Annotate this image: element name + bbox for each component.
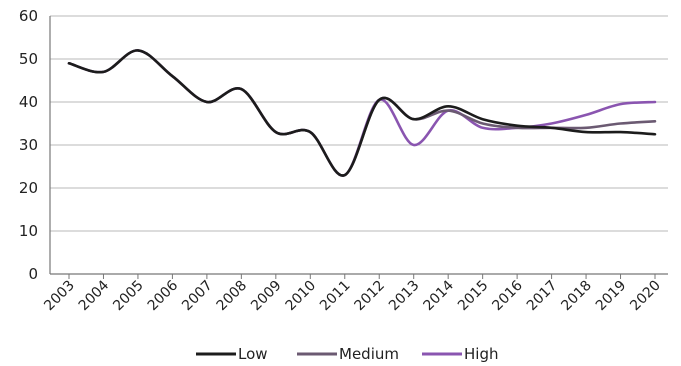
y-tick-label: 40 — [19, 93, 38, 111]
x-tick-label: 2012 — [352, 278, 389, 315]
x-tick-label: 2006 — [145, 277, 182, 314]
x-tick-label: 2009 — [248, 278, 285, 315]
axes: 0 10 20 30 40 50 60 200320042005200620072008200… — [19, 7, 664, 314]
legend: Low Medium High — [196, 345, 498, 363]
series-lines — [67, 49, 657, 177]
y-tick-label: 60 — [19, 7, 38, 25]
x-tick-label: 2018 — [558, 278, 595, 315]
x-tick-label: 2017 — [524, 278, 561, 315]
legend-label-low: Low — [238, 345, 268, 363]
x-tick-label: 2015 — [455, 278, 492, 315]
x-tick-label: 2011 — [317, 278, 354, 315]
x-tick-label: 2013 — [386, 278, 423, 315]
x-tick-label: 2004 — [76, 277, 113, 314]
series-line-medium — [67, 49, 657, 177]
x-tick-label: 2007 — [179, 278, 216, 315]
series-line-low — [67, 49, 657, 177]
y-tick-label: 10 — [19, 222, 38, 240]
x-tick-label: 2008 — [214, 278, 251, 315]
y-tick-label: 50 — [19, 50, 38, 68]
x-tick-label: 2016 — [489, 277, 526, 314]
series-line-high — [67, 49, 657, 177]
x-tick-label: 2003 — [41, 278, 78, 315]
legend-label-medium: Medium — [339, 345, 399, 363]
x-tick-label: 2014 — [420, 277, 457, 314]
y-tick-label: 0 — [28, 265, 38, 283]
x-tick-label: 2010 — [283, 278, 320, 315]
x-tick-label: 2019 — [593, 278, 630, 315]
y-tick-label: 20 — [19, 179, 38, 197]
legend-label-high: High — [464, 345, 498, 363]
x-tick-label: 2020 — [627, 278, 664, 315]
x-tick-label: 2005 — [110, 278, 147, 315]
y-tick-label: 30 — [19, 136, 38, 154]
